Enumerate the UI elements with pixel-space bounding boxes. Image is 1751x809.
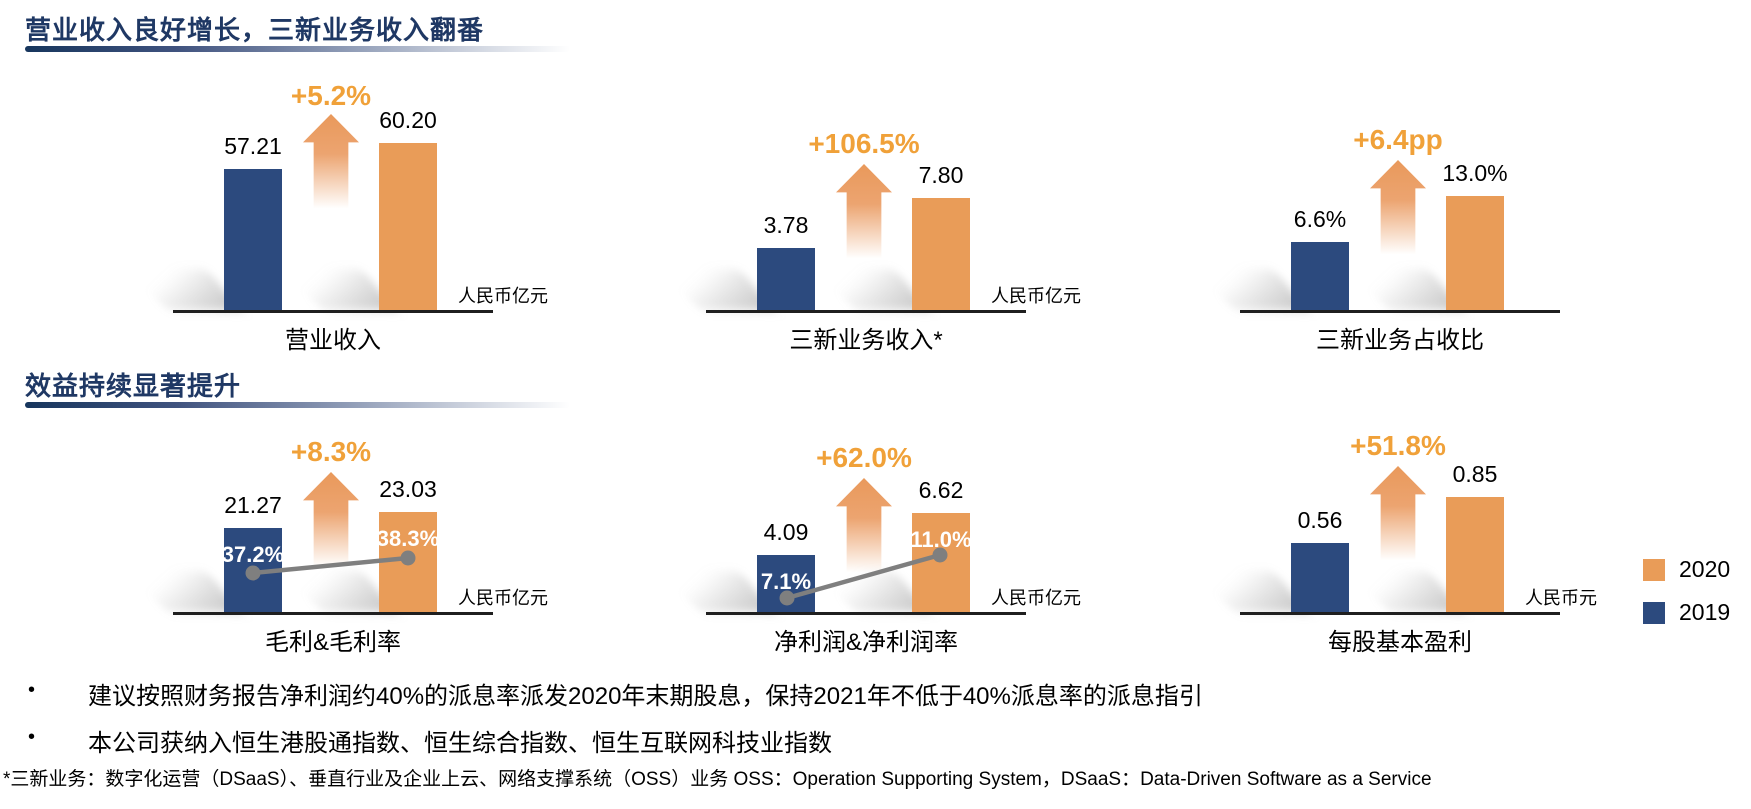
bar-2019 [224,528,282,612]
margin-label: 38.3% [376,526,440,551]
chart-5: 4.09 7.1% 6.62 11.0% +62.0% 人民币亿元净利润&净利润率 [667,372,1108,667]
legend: 2020 2019 [1643,556,1730,626]
bar-2020 [1446,196,1504,310]
bar-2019 [757,248,815,310]
chart-3: 6.6% 13.0% +6.4pp 三新业务占收比 [1201,70,1642,365]
bullet-text-1: 建议按照财务报告净利润约40%的派息率派发2020年末期股息，保持2021年不低… [88,683,1203,710]
growth-label: +5.2% [290,80,372,111]
chart-title: 毛利&毛利率 [264,629,401,656]
bar-2020 [912,198,970,310]
bar-value-label: 21.27 [224,492,282,518]
growth-label: +6.4pp [1353,124,1443,155]
legend-swatch-2020-icon [1643,558,1665,581]
legend-item-2019: 2019 [1643,599,1730,626]
growth-label: +8.3% [290,436,372,467]
chart-title: 每股基本盈利 [1328,629,1472,656]
chart-6: 0.56 0.85 +51.8% 人民币元每股基本盈利 [1201,372,1642,667]
bar-value-label: 6.6% [1293,206,1347,232]
legend-label-2020: 2020 [1679,556,1731,582]
chart-title: 净利润&净利润率 [773,629,958,656]
axis-unit-label: 人民币亿元 [991,286,1081,306]
chart-title: 三新业务占收比 [1316,327,1484,354]
axis-unit-label: 人民币亿元 [458,588,548,608]
legend-label-2019: 2019 [1679,599,1731,625]
margin-label: 11.0% [910,527,972,552]
axis-unit-label: 人民币亿元 [458,286,548,306]
bar-value-label: 23.03 [379,476,437,502]
bar-value-label: 3.78 [763,212,809,238]
bullet-list: • 建议按照财务报告净利润约40%的派息率派发2020年末期股息，保持2021年… [28,676,1203,758]
bar-value-label: 0.56 [1297,507,1343,533]
growth-label: +51.8% [1350,430,1446,461]
x-axis [1240,310,1560,313]
bullet-item-1: • 建议按照财务报告净利润约40%的派息率派发2020年末期股息，保持2021年… [28,676,1203,711]
growth-label: +62.0% [816,442,912,473]
bar-value-label: 4.09 [763,519,809,545]
margin-label: 7.1% [760,569,812,594]
bar-value-label: 13.0% [1442,160,1508,186]
chart-title: 三新业务收入* [789,327,943,354]
x-axis [173,612,493,615]
section-title-1: 营业收入良好增长，三新业务收入翻番 [25,15,485,45]
chart-1: 57.21 60.20 +5.2% 人民币亿元营业收入 [134,70,575,365]
bar-2019 [1291,242,1349,310]
footnote: *三新业务：数字化运营（DSaaS）、垂直行业及企业上云、网络支撑系统（OSS）… [3,769,1432,790]
bar-value-label: 7.80 [918,162,964,188]
chart-2: 3.78 7.80 +106.5% 人民币亿元三新业务收入* [667,70,1108,365]
bar-2019 [1291,543,1349,612]
bullet-item-2: • 本公司获纳入恒生港股通指数、恒生综合指数、恒生互联网科技业指数 [28,723,1203,758]
x-axis [1240,612,1560,615]
bar-2020 [379,143,437,310]
chart-4: 21.27 37.2% 23.03 38.3% +8.3% 人民币亿元毛利&毛利率 [134,372,575,667]
section-title-2: 效益持续显著提升 [25,371,242,401]
margin-label: 37.2% [221,542,285,567]
x-axis [706,612,1026,615]
growth-label: +106.5% [808,128,920,159]
x-axis [706,310,1026,313]
bullet-icon: • [28,726,36,748]
legend-item-2020: 2020 [1643,556,1730,583]
bullet-icon: • [28,679,36,701]
bullet-text-2: 本公司获纳入恒生港股通指数、恒生综合指数、恒生互联网科技业指数 [88,730,832,757]
section-underline-2 [25,402,570,408]
section-underline-1 [25,46,570,52]
bar-value-label: 6.62 [918,477,964,503]
axis-unit-label: 人民币亿元 [991,588,1081,608]
bar-2020 [1446,497,1504,612]
bar-value-label: 0.85 [1452,461,1498,487]
bar-2019 [224,169,282,310]
bar-value-label: 57.21 [224,133,282,159]
legend-swatch-2019-icon [1643,601,1665,624]
axis-unit-label: 人民币元 [1525,588,1597,608]
chart-title: 营业收入 [285,327,381,354]
bar-value-label: 60.20 [379,107,437,133]
x-axis [173,310,493,313]
